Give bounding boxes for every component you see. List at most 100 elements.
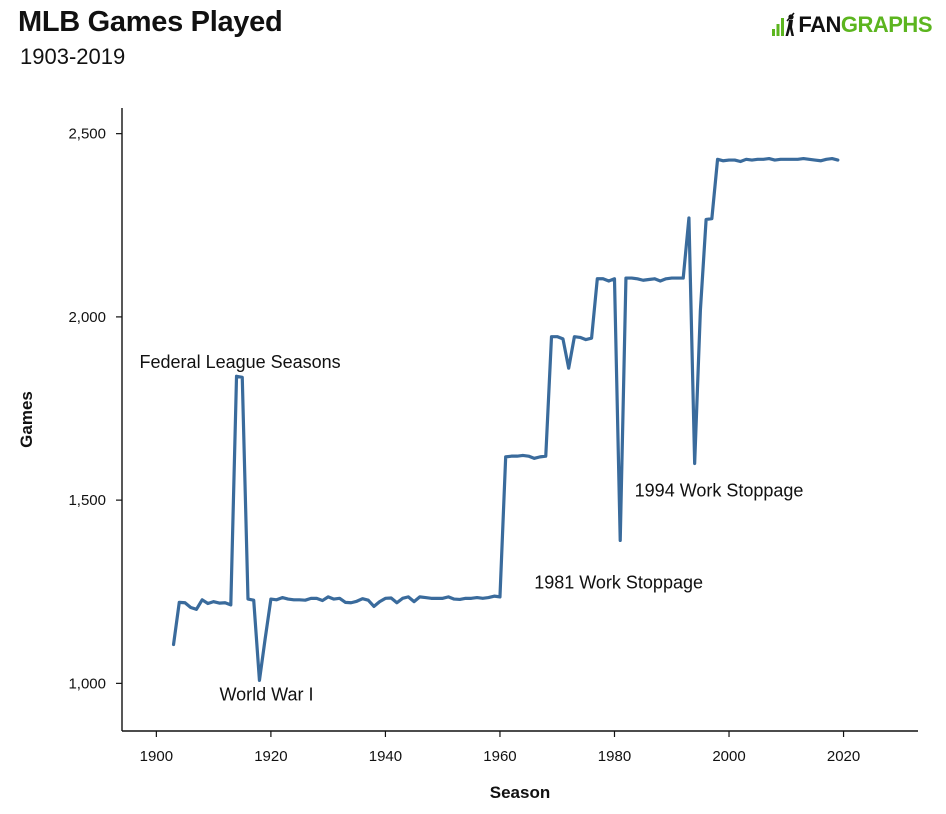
data-point <box>263 637 267 640</box>
data-point <box>498 595 502 599</box>
series-line <box>171 156 840 683</box>
annotation-label: 1994 Work Stoppage <box>635 481 804 501</box>
data-point <box>309 597 313 600</box>
data-point <box>699 309 702 312</box>
axes: 1900 1920 1940 1960 1980 2000 2020 1,000 1,500 2,… <box>17 108 918 802</box>
data-point <box>710 217 714 220</box>
data-point <box>790 158 794 161</box>
data-point <box>195 608 198 611</box>
annotation-label: Federal League Seasons <box>140 352 341 372</box>
data-point <box>223 601 227 604</box>
data-point <box>493 594 496 598</box>
chart-subtitle: 1903-2019 <box>20 44 126 69</box>
data-point <box>693 462 696 465</box>
data-point <box>275 598 278 602</box>
data-point <box>578 336 582 339</box>
data-point <box>269 597 273 601</box>
data-point <box>561 337 565 341</box>
data-point <box>601 277 605 280</box>
x-tick-label: 1920 <box>254 748 287 765</box>
data-point <box>332 597 336 601</box>
data-point <box>475 596 479 599</box>
data-point <box>544 454 547 458</box>
data-point <box>361 597 364 600</box>
data-point <box>647 278 651 281</box>
x-tick-label: 1960 <box>483 748 516 765</box>
data-point <box>510 454 513 458</box>
data-point <box>401 597 404 600</box>
data-point <box>395 601 399 604</box>
data-point <box>447 595 450 599</box>
x-axis-label: Season <box>490 783 550 802</box>
data-point <box>836 158 840 162</box>
annotations: Federal League Seasons World War I 1981 Wo… <box>140 352 804 704</box>
data-point <box>189 606 192 609</box>
data-point <box>590 336 593 340</box>
data-point <box>756 158 759 161</box>
data-point <box>682 276 685 280</box>
x-tick-label: 2020 <box>827 748 860 765</box>
annotation-label: 1981 Work Stoppage <box>534 572 703 592</box>
data-point <box>298 598 301 602</box>
data-point <box>807 158 811 161</box>
fangraphs-logo: FAN GRAPHS <box>770 12 933 38</box>
y-tick-label: 1,500 <box>68 492 106 509</box>
data-point <box>596 277 599 280</box>
data-point <box>567 366 570 370</box>
data-point <box>687 216 691 220</box>
data-point <box>252 598 255 602</box>
data-point <box>292 598 295 602</box>
data-point <box>378 600 381 603</box>
logo-fan: FAN <box>798 12 841 37</box>
data-point <box>258 679 261 682</box>
y-tick-label: 2,500 <box>68 126 106 143</box>
data-point <box>659 279 662 283</box>
data-point <box>418 595 421 599</box>
data-point <box>367 598 370 602</box>
batter-icon <box>772 12 795 36</box>
data-point <box>458 598 462 601</box>
data-point <box>802 157 805 160</box>
data-point <box>349 601 353 604</box>
data-point <box>819 159 822 162</box>
y-axis-label: Games <box>17 391 36 448</box>
data-point <box>630 276 633 280</box>
data-point <box>430 597 433 600</box>
data-point <box>326 595 330 599</box>
data-point <box>785 158 788 161</box>
data-point <box>172 643 175 646</box>
annotation-label: World War I <box>219 685 313 705</box>
x-tick-label: 1940 <box>369 748 402 765</box>
data-point <box>229 603 233 607</box>
data-point <box>727 158 731 162</box>
data-point <box>556 335 559 338</box>
data-point <box>281 596 284 599</box>
x-tick-label: 2000 <box>712 748 745 765</box>
data-point <box>407 595 410 599</box>
data-point <box>246 597 250 601</box>
data-point <box>504 455 507 459</box>
data-point <box>704 218 708 221</box>
data-point <box>796 158 799 161</box>
data-point <box>338 597 341 600</box>
data-point <box>200 598 204 602</box>
data-point <box>613 277 616 280</box>
data-point <box>241 376 244 379</box>
data-point <box>304 598 307 602</box>
data-point <box>384 597 387 600</box>
data-point <box>315 597 318 600</box>
data-point <box>355 600 358 603</box>
data-point <box>619 539 622 542</box>
data-point <box>321 599 324 602</box>
data-point <box>739 160 742 163</box>
y-tick-label: 1,000 <box>68 675 106 692</box>
data-point <box>664 277 668 280</box>
data-point <box>372 605 376 608</box>
data-point <box>607 279 610 283</box>
data-point <box>389 596 393 600</box>
data-point <box>470 597 473 600</box>
data-point <box>722 159 725 162</box>
data-point <box>178 601 181 604</box>
data-point <box>533 457 536 460</box>
data-point <box>206 602 210 605</box>
